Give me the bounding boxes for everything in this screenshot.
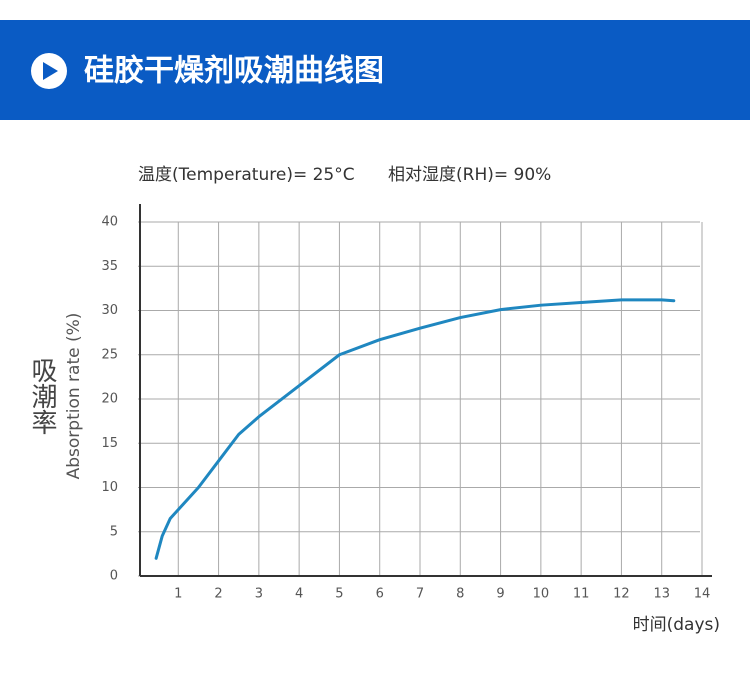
x-tick-label: 10: [533, 587, 550, 602]
x-tick-label: 3: [255, 587, 263, 602]
y-tick-label: 10: [101, 480, 118, 495]
y-tick-label: 30: [101, 303, 118, 318]
x-tick-label: 4: [295, 587, 303, 602]
header-title: 硅胶干燥剂吸潮曲线图: [84, 54, 384, 89]
y-label: Absorption rate (%): [64, 313, 84, 480]
x-tick-label: 7: [416, 587, 424, 602]
x-tick-label: 2: [214, 587, 222, 602]
x-tick-label: 9: [496, 587, 504, 602]
x-tick-label: 11: [573, 587, 590, 602]
y-tick-label: 35: [101, 259, 118, 274]
y-tick-label: 20: [101, 392, 118, 407]
x-tick-label: 1: [174, 587, 182, 602]
y-tick-label: 15: [101, 436, 118, 451]
x-label: 时间(days): [633, 615, 720, 635]
x-tick-label: 13: [653, 587, 670, 602]
x-tick-label: 5: [335, 587, 343, 602]
y-tick-label: 5: [110, 524, 118, 539]
annotation: 温度(Temperature)= 25°C: [138, 165, 355, 185]
data-line: [154, 298, 676, 560]
y-tick-label: 25: [101, 347, 118, 362]
y-tick-label: 40: [101, 215, 118, 230]
y-label-cn: 吸潮率: [27, 357, 57, 435]
y-tick-label: 0: [110, 569, 118, 584]
x-tick-label: 8: [456, 587, 464, 602]
play-triangle: [43, 62, 58, 80]
x-tick-label: 14: [694, 587, 711, 602]
x-tick-label: 12: [613, 587, 630, 602]
annotation: 相对湿度(RH)= 90%: [388, 165, 551, 185]
x-tick-label: 6: [376, 587, 384, 602]
header-band: [0, 20, 750, 120]
